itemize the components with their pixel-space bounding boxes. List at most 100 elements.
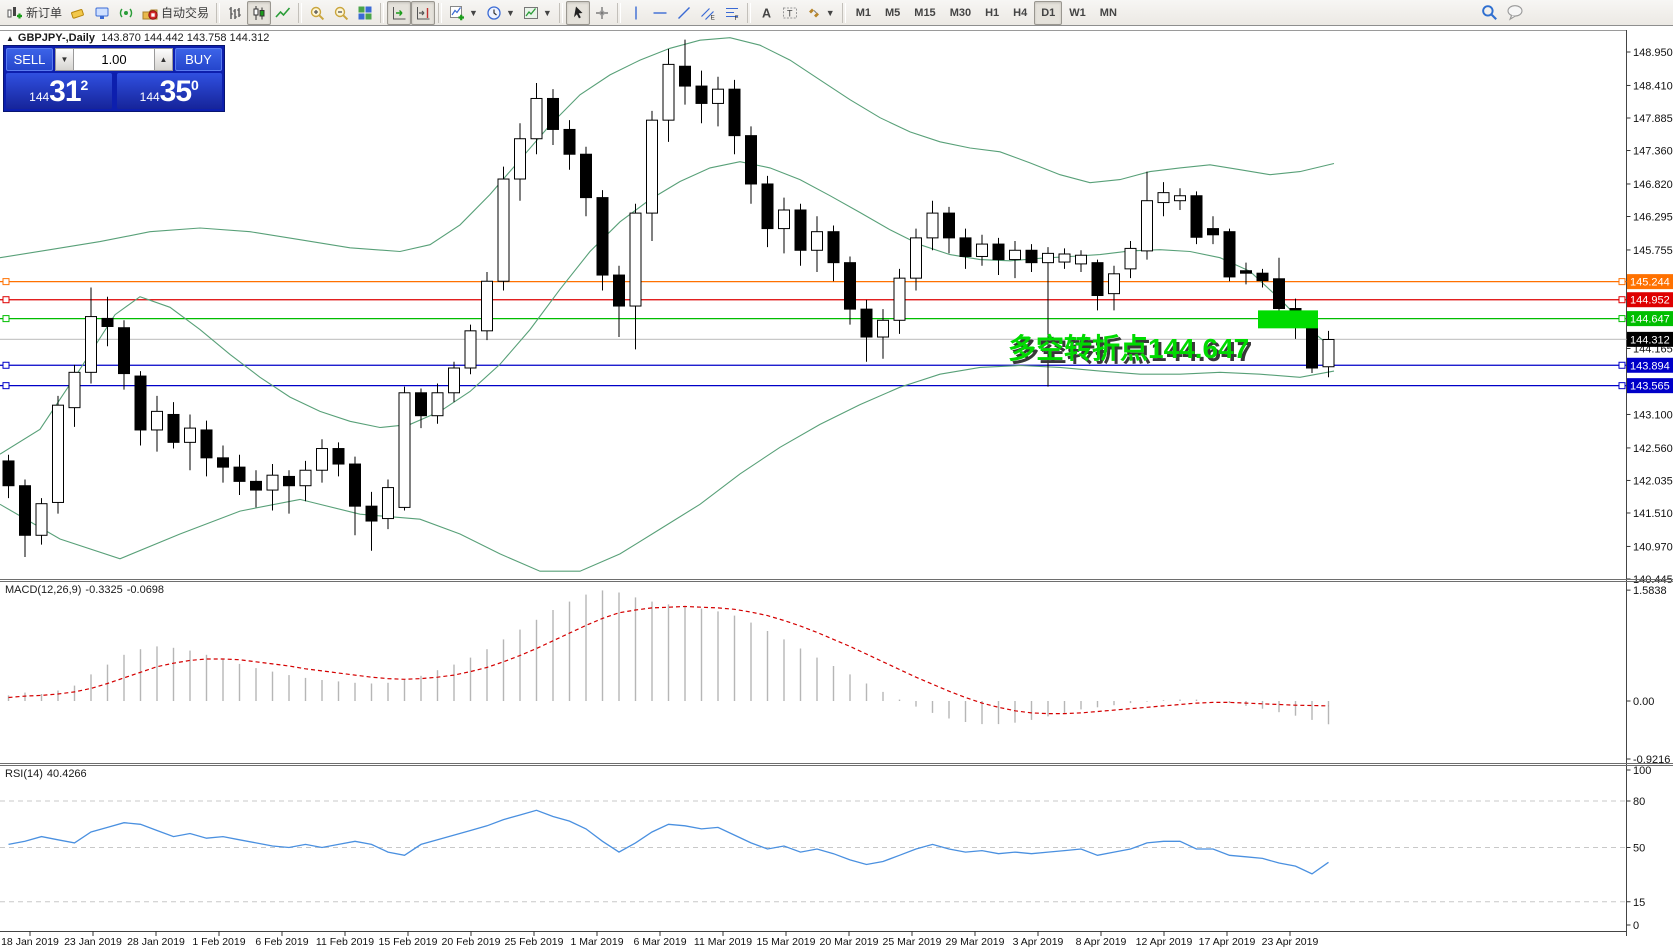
candle-body — [646, 119, 658, 214]
candle-body — [118, 327, 130, 375]
price-tag-label: 144.647 — [1630, 314, 1670, 326]
toolbar-button-signals[interactable] — [114, 1, 138, 25]
toolbar-button-auto-scroll[interactable] — [387, 0, 412, 25]
candle-body — [613, 274, 625, 307]
toolbar-button-cursor[interactable] — [565, 0, 590, 25]
candle-body — [728, 88, 741, 137]
candle-body — [349, 463, 361, 507]
line-handle[interactable] — [2, 315, 10, 323]
candle-body — [1042, 252, 1054, 264]
timeframe-button-mn[interactable]: MN — [1093, 1, 1124, 25]
sell-button[interactable]: SELL — [6, 48, 53, 71]
toolbar-button-zoom-out[interactable] — [329, 1, 353, 25]
toolbar-button-market-watch[interactable] — [90, 1, 114, 25]
candle-body — [1306, 324, 1318, 369]
candle-body — [547, 97, 559, 130]
candle-body — [134, 375, 147, 431]
toolbar-button-templates[interactable]: ▼ — [519, 1, 556, 25]
candle-body — [448, 367, 460, 394]
button-label: D1 — [1041, 6, 1056, 19]
toolbar-button-zoom-in[interactable] — [305, 1, 329, 25]
toolbar-button-candlestick-chart[interactable] — [247, 0, 272, 25]
candle-body — [679, 65, 691, 87]
volume-decrease-button[interactable]: ▼ — [55, 48, 74, 71]
timeframe-button-w1[interactable]: W1 — [1062, 1, 1093, 25]
candle-body — [695, 85, 708, 104]
trendline-icon — [677, 6, 690, 19]
volume-input[interactable]: 1.00 — [74, 48, 154, 71]
toolbar-button-equidistant-channel[interactable]: E — [696, 1, 720, 25]
timeframe-button-m15[interactable]: M15 — [907, 1, 942, 25]
price-tag-label: 143.565 — [1630, 381, 1670, 393]
indicators-icon — [450, 5, 465, 20]
date-axis-label: 6 Mar 2019 — [633, 936, 686, 948]
line-handle[interactable] — [1618, 296, 1626, 304]
timeframe-button-d1[interactable]: D1 — [1034, 0, 1063, 25]
timeframe-button-m5[interactable]: M5 — [878, 1, 907, 25]
line-handle[interactable] — [2, 278, 10, 286]
button-label: W1 — [1069, 6, 1086, 19]
toolbar-button-line-chart[interactable] — [271, 1, 295, 25]
toolbar-button-chart-shift[interactable] — [411, 0, 436, 25]
line-handle[interactable] — [1618, 278, 1626, 286]
toolbar-button-chat[interactable] — [1506, 3, 1524, 26]
timeframe-button-h1[interactable]: H1 — [978, 1, 1006, 25]
sell-price-display[interactable]: 144 31 2 — [6, 73, 112, 109]
toolbar-button-text[interactable]: A — [754, 1, 778, 25]
toolbar-button-crosshair[interactable] — [590, 1, 614, 25]
toolbar-button-new-order[interactable]: 新订单 — [3, 1, 66, 25]
line-handle[interactable] — [2, 361, 10, 369]
line-handle[interactable] — [1618, 361, 1626, 369]
toolbar-button-vertical-line[interactable] — [624, 1, 648, 25]
timeframe-button-h4[interactable]: H4 — [1006, 1, 1034, 25]
line-handle[interactable] — [1618, 315, 1626, 323]
timeframe-button-m30[interactable]: M30 — [943, 1, 978, 25]
toolbar-button-horizontal-line[interactable] — [648, 1, 672, 25]
candle-body — [481, 280, 493, 332]
collapse-panel-icon[interactable]: ▲ — [6, 34, 14, 43]
macd-axis-label: -0.9216 — [1633, 754, 1670, 766]
button-label: H4 — [1013, 6, 1028, 19]
candle-body — [860, 308, 873, 338]
toolbar-button-periods[interactable]: ▼ — [482, 1, 519, 25]
candle-body — [1190, 195, 1203, 238]
hline-icon — [653, 11, 667, 14]
buy-button[interactable]: BUY — [175, 48, 222, 71]
candle-body — [52, 404, 64, 503]
candle-body — [464, 330, 477, 369]
date-axis-label: 1 Mar 2019 — [570, 936, 623, 948]
candle-body — [415, 392, 427, 417]
toolbar-button-search[interactable] — [1480, 3, 1498, 26]
line-handle[interactable] — [2, 382, 10, 390]
candle-body — [761, 183, 774, 230]
toolbar-button-fibonacci[interactable]: F — [720, 1, 744, 25]
button-label: 新订单 — [26, 6, 63, 20]
symbol-name: GBPJPY-,Daily — [17, 32, 95, 44]
candle-body — [431, 392, 444, 417]
candle-body — [1141, 200, 1153, 252]
date-axis-label: 6 Feb 2019 — [255, 936, 308, 948]
toolbar-button-autotrading[interactable]: 自动交易 — [138, 1, 213, 25]
buy-price-display[interactable]: 144 35 0 — [116, 73, 222, 109]
toolbar-button-trendline[interactable] — [672, 1, 696, 25]
candle-body — [596, 197, 609, 276]
svg-text:F: F — [734, 15, 738, 21]
highlight-rect[interactable] — [1258, 310, 1318, 329]
line-handle[interactable] — [1618, 382, 1626, 390]
toolbar-button-indicators[interactable]: ▼ — [445, 1, 482, 25]
text-icon: A — [762, 6, 771, 20]
candle-body — [877, 319, 889, 338]
line-handle[interactable] — [2, 296, 10, 304]
toolbar-button-metaeditor[interactable] — [66, 1, 90, 25]
price-axis-label: 147.885 — [1633, 113, 1673, 125]
toolbar-button-arrows[interactable]: ▼ — [802, 1, 839, 25]
chat-icon — [1507, 5, 1523, 21]
eraser-icon — [71, 8, 84, 19]
toolbar-button-text-label[interactable]: T — [778, 1, 802, 25]
button-label: MN — [1099, 6, 1117, 19]
timeframe-button-m1[interactable]: M1 — [849, 1, 878, 25]
volume-increase-button[interactable]: ▲ — [154, 48, 173, 71]
toolbar-button-tile-windows[interactable] — [353, 1, 377, 25]
toolbar-button-bar-chart[interactable] — [223, 1, 247, 25]
